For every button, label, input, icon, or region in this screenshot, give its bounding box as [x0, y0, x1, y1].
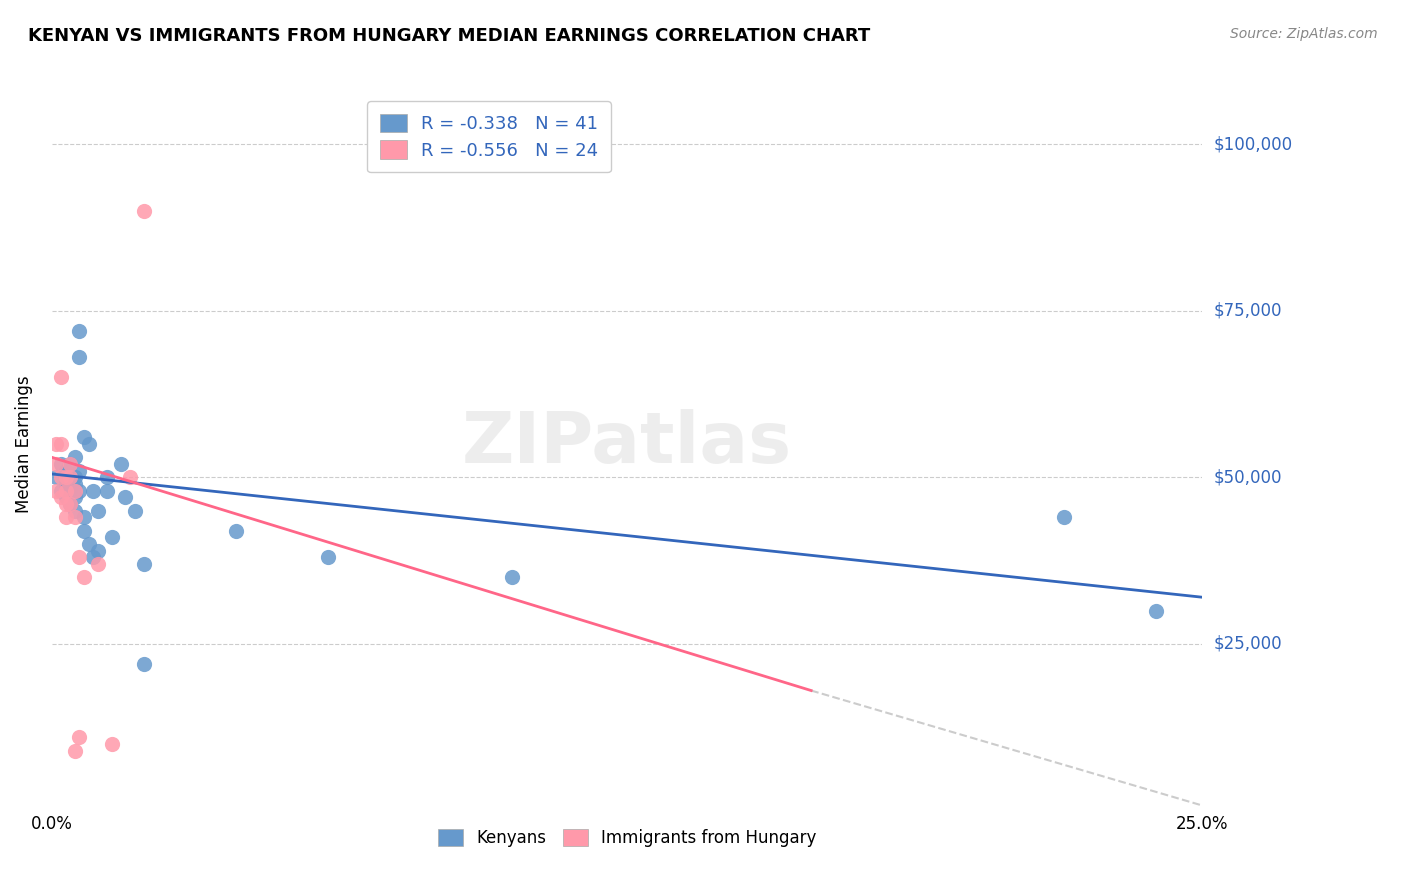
Point — [87, 543, 110, 558]
Point — [67, 351, 90, 365]
Point — [59, 457, 82, 471]
Point — [55, 477, 77, 491]
Text: $50,000: $50,000 — [1213, 468, 1282, 486]
Point — [1053, 510, 1076, 524]
Point — [49, 470, 72, 484]
Point — [55, 490, 77, 504]
Point — [63, 450, 86, 465]
Text: ZIPatlas: ZIPatlas — [463, 409, 792, 478]
Point — [114, 490, 136, 504]
Point — [63, 470, 86, 484]
Point — [73, 510, 96, 524]
Point — [63, 743, 86, 757]
Point — [67, 324, 90, 338]
Point — [67, 550, 90, 565]
Point — [132, 557, 155, 571]
Point — [225, 524, 247, 538]
Point — [82, 550, 104, 565]
Text: $100,000: $100,000 — [1213, 135, 1292, 153]
Point — [45, 437, 67, 451]
Point — [55, 497, 77, 511]
Point — [63, 483, 86, 498]
Point — [59, 497, 82, 511]
Point — [73, 430, 96, 444]
Point — [67, 483, 90, 498]
Point — [96, 483, 118, 498]
Point — [132, 657, 155, 671]
Y-axis label: Median Earnings: Median Earnings — [15, 376, 32, 513]
Point — [59, 497, 82, 511]
Point — [316, 550, 339, 565]
Point — [100, 737, 122, 751]
Point — [45, 470, 67, 484]
Text: $25,000: $25,000 — [1213, 635, 1282, 653]
Point — [67, 464, 90, 478]
Text: KENYAN VS IMMIGRANTS FROM HUNGARY MEDIAN EARNINGS CORRELATION CHART: KENYAN VS IMMIGRANTS FROM HUNGARY MEDIAN… — [28, 27, 870, 45]
Point — [501, 570, 523, 584]
Point — [124, 503, 146, 517]
Point — [110, 457, 132, 471]
Point — [67, 730, 90, 744]
Point — [55, 483, 77, 498]
Point — [1144, 603, 1167, 617]
Point — [63, 477, 86, 491]
Point — [45, 483, 67, 498]
Point — [55, 464, 77, 478]
Point — [118, 470, 141, 484]
Legend: Kenyans, Immigrants from Hungary: Kenyans, Immigrants from Hungary — [432, 822, 823, 854]
Point — [59, 483, 82, 498]
Point — [77, 437, 100, 451]
Text: $75,000: $75,000 — [1213, 301, 1282, 319]
Point — [73, 570, 96, 584]
Point — [49, 483, 72, 498]
Point — [59, 470, 82, 484]
Point — [63, 503, 86, 517]
Point — [77, 537, 100, 551]
Point — [82, 483, 104, 498]
Point — [96, 470, 118, 484]
Point — [49, 370, 72, 384]
Point — [49, 490, 72, 504]
Point — [49, 437, 72, 451]
Point — [59, 470, 82, 484]
Point — [63, 490, 86, 504]
Point — [45, 457, 67, 471]
Text: Source: ZipAtlas.com: Source: ZipAtlas.com — [1230, 27, 1378, 41]
Point — [132, 203, 155, 218]
Point — [87, 503, 110, 517]
Point — [73, 524, 96, 538]
Point — [100, 530, 122, 544]
Point — [63, 510, 86, 524]
Point — [55, 470, 77, 484]
Point — [59, 457, 82, 471]
Point — [55, 510, 77, 524]
Point — [49, 457, 72, 471]
Point — [87, 557, 110, 571]
